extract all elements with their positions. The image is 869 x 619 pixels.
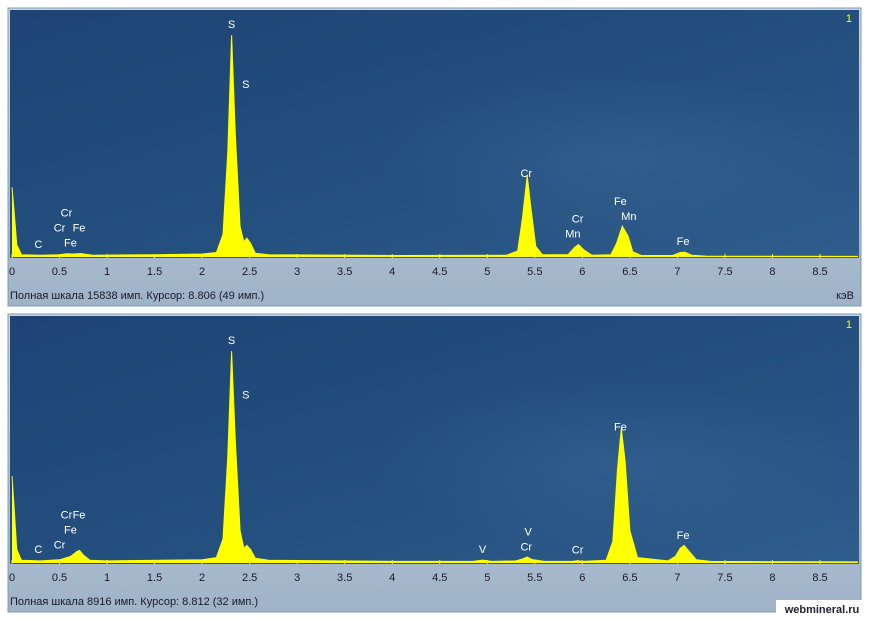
x-tick-label: 4 — [389, 572, 395, 584]
peak-label: Cr — [61, 510, 73, 522]
x-tick-label: 5 — [484, 266, 490, 278]
peak-label: S — [228, 335, 235, 347]
status-text: Полная шкала 8916 имп. Курсор: 8.812 (32… — [10, 596, 258, 608]
x-tick-label: 6.5 — [622, 266, 637, 278]
peak-label: Fe — [73, 510, 86, 522]
x-tick-label: 8 — [769, 572, 775, 584]
peak-label: Fe — [73, 222, 86, 234]
x-tick-label: 8 — [769, 266, 775, 278]
peak-label: Cr — [520, 168, 532, 180]
peak-label: Fe — [677, 530, 690, 542]
x-tick-label: 6 — [579, 266, 585, 278]
x-tick-label: 7 — [674, 266, 680, 278]
x-tick-label: 2.5 — [242, 266, 257, 278]
x-tick-label: 4.5 — [432, 572, 447, 584]
peak-label: Cr — [54, 540, 66, 552]
x-tick-label: 8.5 — [812, 266, 827, 278]
x-tick-label: 0 — [9, 266, 15, 278]
x-tick-label: 7.5 — [717, 572, 732, 584]
peak-label: S — [242, 79, 249, 91]
spectrum-panel: 0 0.5 1 1.5 2 2.5 3 3.5 4 4.5 5 5.5 6 6.5 7 7.5 8 8.5 1 Пол… — [7, 7, 862, 307]
x-tick-label: 4.5 — [432, 266, 447, 278]
peak-label: S — [242, 389, 249, 401]
watermark-box — [776, 600, 868, 619]
peak-label: C — [34, 239, 42, 251]
x-tick-label: 6 — [579, 572, 585, 584]
peak-label: Cr — [61, 207, 73, 219]
x-unit: кэВ — [836, 290, 854, 302]
x-tick-label: 8.5 — [812, 572, 827, 584]
spectrum-panel: 0 0.5 1 1.5 2 2.5 3 3.5 4 4.5 5 5.5 6 6.5 7 7.5 8 8.5 1 Пол… — [7, 313, 862, 613]
x-tick-label: 0 — [9, 572, 15, 584]
background-shade — [260, 354, 860, 574]
peak-label: Cr — [572, 214, 584, 226]
x-tick-label: 1.5 — [147, 572, 162, 584]
x-tick-label: 1 — [104, 266, 110, 278]
x-tick-label: 2 — [199, 266, 205, 278]
status-text: Полная шкала 15838 имп. Курсор: 8.806 (4… — [10, 290, 264, 302]
x-tick-label: 2 — [199, 572, 205, 584]
peak-label: C — [34, 544, 42, 556]
peak-label: Fe — [64, 237, 77, 249]
x-tick-label: 0.5 — [52, 572, 67, 584]
x-tick-label: 3.5 — [337, 266, 352, 278]
peak-label: Mn — [621, 211, 636, 223]
peak-label: V — [524, 526, 532, 538]
spectrum-line — [11, 35, 859, 257]
x-tick-label: 4 — [389, 266, 395, 278]
panels: 0 0.5 1 1.5 2 2.5 3 3.5 4 4.5 5 5.5 6 6.5 7 7.5 8 8.5 1 Пол… — [7, 7, 862, 613]
x-tick-label: 7.5 — [717, 266, 732, 278]
spectrum-line — [11, 351, 859, 563]
x-tick-label: 3.5 — [337, 572, 352, 584]
x-tick-label: 3 — [294, 572, 300, 584]
x-tick-label: 1 — [104, 572, 110, 584]
x-tick-label: 5 — [484, 572, 490, 584]
peak-label: Fe — [64, 525, 77, 537]
x-tick-label: 6.5 — [622, 572, 637, 584]
peak-label: Cr — [520, 541, 532, 553]
x-tick-label: 0.5 — [52, 266, 67, 278]
x-tick-label: 1.5 — [147, 266, 162, 278]
background-shade — [260, 48, 860, 268]
x-tick-label: 2.5 — [242, 572, 257, 584]
peak-label: S — [228, 19, 235, 31]
peak-label: Fe — [614, 196, 627, 208]
peak-label: V — [479, 544, 487, 556]
x-tick-label: 3 — [294, 266, 300, 278]
x-tick-label: 7 — [674, 572, 680, 584]
x-tick-label: 5.5 — [527, 572, 542, 584]
peak-label: Fe — [614, 421, 627, 433]
corner-label: 1 — [846, 13, 852, 25]
watermark: webmineral.ru — [784, 604, 860, 616]
x-tick-label: 5.5 — [527, 266, 542, 278]
peak-label: Fe — [677, 236, 690, 248]
corner-label: 1 — [846, 319, 852, 331]
peak-label: Cr — [572, 544, 584, 556]
peak-label: Cr — [54, 222, 66, 234]
peak-label: Mn — [565, 229, 580, 241]
